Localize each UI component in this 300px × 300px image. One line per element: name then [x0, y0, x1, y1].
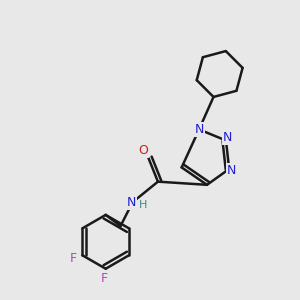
Text: N: N — [223, 131, 232, 145]
Text: N: N — [227, 164, 236, 177]
Text: O: O — [138, 144, 148, 158]
Text: H: H — [139, 200, 147, 210]
Text: N: N — [194, 123, 204, 136]
Text: N: N — [126, 196, 136, 209]
Text: F: F — [101, 272, 108, 285]
Text: F: F — [69, 252, 76, 265]
